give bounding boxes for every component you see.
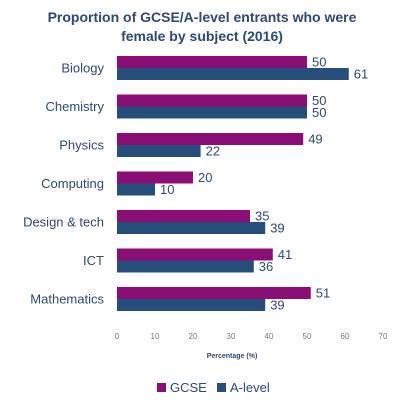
bar-gcse-computing (117, 171, 193, 184)
data-label-gcse-biology: 50 (312, 55, 326, 70)
data-label-gcse-physics: 49 (308, 132, 322, 147)
bar-a-level-computing (117, 183, 155, 196)
legend-label-gcse: GCSE (170, 380, 207, 395)
category-label-ict: ICT (83, 253, 104, 268)
x-tick-label-40: 40 (265, 332, 274, 341)
x-axis: 0 10 20 30 40 50 60 70 (115, 332, 388, 341)
x-tick-label-20: 20 (189, 332, 198, 341)
data-label-gcse-ict: 41 (278, 247, 292, 262)
category-label-biology: Biology (61, 61, 104, 76)
x-tick-label-50: 50 (303, 332, 312, 341)
x-axis-title: Percentage (%) (207, 353, 258, 360)
chart-title-line-1: Proportion of GCSE/A-level entrants who … (48, 9, 357, 25)
data-label-a-level-design-tech: 39 (270, 221, 284, 236)
bar-a-level-biology (117, 68, 349, 80)
bar-gcse-ict (117, 248, 273, 261)
bar-a-level-ict (117, 260, 254, 273)
bar-a-level-mathematics (117, 299, 266, 311)
x-tick-label-60: 60 (341, 332, 350, 341)
bar-a-level-design-tech (117, 222, 266, 234)
bar-gcse-physics (117, 133, 304, 145)
bar-gcse-chemistry (117, 94, 307, 107)
data-label-a-level-mathematics: 39 (270, 298, 284, 313)
category-label-physics: Physics (59, 138, 104, 153)
data-label-a-level-physics: 22 (206, 144, 220, 159)
data-label-a-level-chemistry: 50 (312, 105, 326, 120)
data-label-a-level-biology: 61 (354, 67, 368, 82)
data-label-gcse-mathematics: 51 (316, 286, 330, 301)
data-label-a-level-computing: 10 (160, 182, 174, 197)
bar-a-level-chemistry (117, 106, 307, 119)
chart-title-line-2: female by subject (2016) (121, 28, 283, 44)
x-tick-label-0: 0 (115, 332, 120, 341)
legend: GCSE A-level (157, 380, 270, 395)
bar-a-level-physics (117, 145, 201, 157)
data-label-a-level-ict: 36 (259, 259, 273, 274)
category-label-computing: Computing (41, 176, 104, 191)
data-label-gcse-chemistry: 50 (312, 93, 326, 108)
category-label-design-tech: Design & tech (23, 215, 104, 230)
category-label-mathematics: Mathematics (30, 292, 104, 307)
data-label-gcse-design-tech: 35 (255, 209, 269, 224)
x-tick-label-70: 70 (379, 332, 388, 341)
legend-swatch-a-level (217, 383, 226, 392)
bar-gcse-design-tech (117, 210, 250, 222)
bar-gcse-biology (117, 56, 307, 68)
bar-gcse-mathematics (117, 287, 311, 299)
category-label-chemistry: Chemistry (45, 99, 104, 114)
legend-swatch-gcse (157, 383, 166, 392)
x-tick-label-30: 30 (227, 332, 236, 341)
legend-label-a-level: A-level (230, 380, 270, 395)
x-tick-label-10: 10 (151, 332, 160, 341)
data-label-gcse-computing: 20 (198, 170, 212, 185)
